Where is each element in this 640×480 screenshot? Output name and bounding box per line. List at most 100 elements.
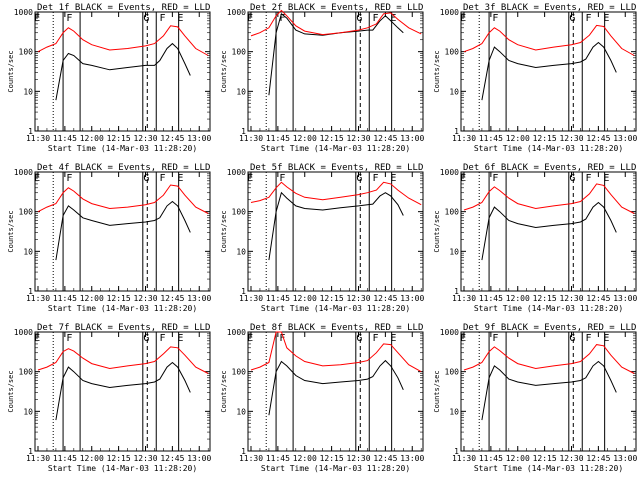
y-tick-label: 1000 <box>227 328 246 337</box>
x-tick-label: 11:30 <box>239 134 263 143</box>
x-tick-label: 12:45 <box>586 294 610 303</box>
interval-marker: E <box>390 13 396 24</box>
chart-title: Det 3f BLACK = Events, RED = LLD <box>463 3 636 13</box>
x-tick-label: 12:30 <box>559 454 583 463</box>
interval-marker: F <box>586 333 592 344</box>
interval-marker: F <box>373 173 379 184</box>
plot-frame <box>460 331 637 452</box>
y-tick-label: 100 <box>19 48 34 57</box>
lld-series-line <box>37 346 209 374</box>
interval-marker: F <box>373 333 379 344</box>
x-tick-label: 13:00 <box>187 134 211 143</box>
chart-panel: Det 7f BLACK = Events, RED = LLD 1 10 100 10… <box>7 323 211 473</box>
events-series-line <box>268 359 404 416</box>
x-tick-label: 12:00 <box>506 134 530 143</box>
y-tick-label: 1 <box>28 447 33 456</box>
y-tick-label: 10 <box>449 87 459 96</box>
interval-marker: E <box>390 173 396 184</box>
x-axis-label: Start Time (14-Mar-03 11:28:20) <box>48 144 197 153</box>
interval-marker: G <box>356 13 362 24</box>
chart-title: Det 9f BLACK = Events, RED = LLD <box>463 323 636 333</box>
chart-title: Det 5f BLACK = Events, RED = LLD <box>250 163 423 173</box>
interval-marker: E <box>460 333 466 344</box>
chart-panel: Det 2f BLACK = Events, RED = LLD 1 10 100 10… <box>220 3 424 153</box>
plot-frame <box>247 11 424 132</box>
interval-marker: E <box>177 333 183 344</box>
interval-marker: G <box>356 333 362 344</box>
x-tick-label: 12:00 <box>80 134 104 143</box>
y-tick-label: 100 <box>19 208 34 217</box>
x-tick-label: 11:30 <box>239 294 263 303</box>
interval-marker: E <box>247 13 253 24</box>
x-tick-label: 12:45 <box>160 134 184 143</box>
interval-marker: E <box>34 333 40 344</box>
x-tick-label: 11:45 <box>266 134 290 143</box>
interval-marker: E <box>603 13 609 24</box>
chart-panel: Det 5f BLACK = Events, RED = LLD 1 10 100 10… <box>220 163 424 313</box>
x-axis-label: Start Time (14-Mar-03 11:28:20) <box>261 464 410 473</box>
plot-frame <box>460 11 637 132</box>
interval-marker: E <box>247 333 253 344</box>
y-tick-label: 100 <box>232 368 247 377</box>
interval-marker: E <box>34 13 40 24</box>
x-tick-label: 12:30 <box>133 294 157 303</box>
y-tick-label: 100 <box>19 368 34 377</box>
y-tick-label: 10 <box>236 247 246 256</box>
lld-series-line <box>37 25 209 56</box>
plot-frame <box>460 171 637 292</box>
x-tick-label: 13:00 <box>400 134 424 143</box>
x-axis-label: Start Time (14-Mar-03 11:28:20) <box>48 304 197 313</box>
x-tick-label: 12:45 <box>160 454 184 463</box>
x-tick-label: 12:15 <box>107 294 131 303</box>
y-tick-label: 1000 <box>14 328 33 337</box>
y-tick-label: 1000 <box>227 8 246 17</box>
y-tick-label: 1 <box>454 447 459 456</box>
y-axis-label: Counts/sec <box>433 210 441 252</box>
x-tick-label: 13:00 <box>613 454 637 463</box>
interval-marker: E <box>177 13 183 24</box>
x-tick-label: 11:30 <box>452 134 476 143</box>
x-axis-label: Start Time (14-Mar-03 11:28:20) <box>261 304 410 313</box>
chart-panel: Det 9f BLACK = Events, RED = LLD 1 10 100 10… <box>433 323 637 473</box>
interval-marker: F <box>586 173 592 184</box>
x-tick-label: 12:00 <box>80 454 104 463</box>
x-tick-label: 12:15 <box>320 294 344 303</box>
x-axis-label: Start Time (14-Mar-03 11:28:20) <box>474 144 623 153</box>
interval-marker: G <box>143 13 149 24</box>
plot-frame <box>34 11 211 132</box>
x-tick-label: 12:15 <box>533 294 557 303</box>
y-tick-label: 1 <box>28 287 33 296</box>
lld-series-line <box>250 331 422 373</box>
y-axis-label: Counts/sec <box>7 370 15 412</box>
events-series-line <box>55 200 191 261</box>
interval-marker: G <box>143 333 149 344</box>
interval-marker: E <box>460 13 466 24</box>
x-tick-label: 12:00 <box>80 294 104 303</box>
plot-frame <box>34 331 211 452</box>
plot-frame <box>247 331 424 452</box>
interval-marker: F <box>492 173 498 184</box>
y-axis-label: Counts/sec <box>220 50 228 92</box>
interval-marker: E <box>603 173 609 184</box>
interval-marker: F <box>66 173 72 184</box>
x-axis-label: Start Time (14-Mar-03 11:28:20) <box>474 304 623 313</box>
y-tick-label: 100 <box>445 368 460 377</box>
interval-marker: E <box>177 173 183 184</box>
x-tick-label: 12:00 <box>293 294 317 303</box>
x-tick-label: 11:45 <box>53 294 77 303</box>
interval-marker: F <box>160 13 166 24</box>
lld-series-line <box>463 24 635 56</box>
x-tick-label: 12:15 <box>320 454 344 463</box>
interval-marker: F <box>279 13 285 24</box>
interval-marker: F <box>66 333 72 344</box>
interval-marker: E <box>390 333 396 344</box>
x-tick-label: 13:00 <box>613 134 637 143</box>
interval-marker: F <box>66 13 72 24</box>
interval-marker: F <box>160 333 166 344</box>
interval-marker: E <box>460 173 466 184</box>
interval-marker: G <box>356 173 362 184</box>
interval-marker: F <box>279 173 285 184</box>
x-tick-label: 12:00 <box>293 134 317 143</box>
x-tick-label: 12:15 <box>533 134 557 143</box>
lld-series-line <box>37 184 209 214</box>
